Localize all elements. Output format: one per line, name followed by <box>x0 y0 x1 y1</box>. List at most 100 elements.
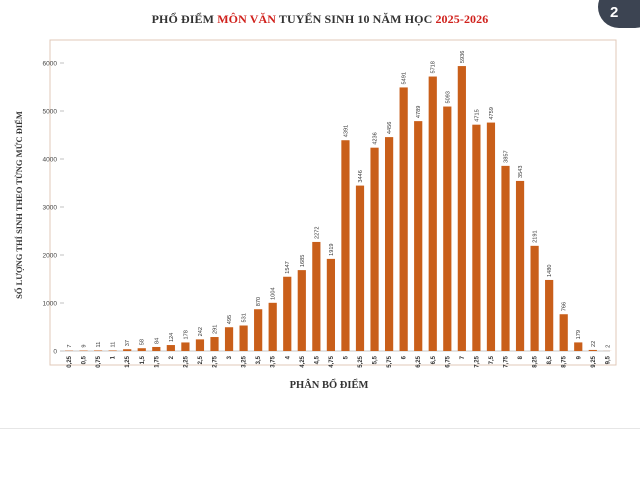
bar-9 <box>574 342 583 351</box>
bar-1,75 <box>152 346 161 351</box>
data-label: 7 <box>67 345 73 348</box>
bar-7,75 <box>501 165 510 351</box>
data-label: 1004 <box>271 287 277 299</box>
x-tick-label: 4,5 <box>314 355 320 364</box>
x-tick-label: 8 <box>518 355 524 359</box>
bar-5,5 <box>370 147 379 351</box>
bar-6,5 <box>428 76 437 351</box>
data-label: 2272 <box>314 226 320 238</box>
y-tick-label: 5000 <box>43 109 58 116</box>
bar-0,75 <box>94 350 103 351</box>
bar-6,75 <box>443 106 452 351</box>
chart-frame <box>0 428 640 429</box>
bar-7 <box>457 66 466 352</box>
bar-4,25 <box>297 270 306 351</box>
bar-3,25 <box>239 325 248 351</box>
x-tick-label: 6,75 <box>445 355 451 367</box>
bar-8,5 <box>545 279 554 351</box>
data-label: 531 <box>242 313 248 322</box>
data-label: 22 <box>591 341 597 347</box>
x-axis-label: PHÂN BỔ ĐIỂM <box>290 378 369 391</box>
x-tick-label: 2,25 <box>183 355 189 367</box>
data-label: 5093 <box>445 91 451 103</box>
data-label: 11 <box>111 342 117 348</box>
x-tick-label: 4 <box>285 355 291 359</box>
data-label: 124 <box>169 333 175 342</box>
data-label: 1547 <box>285 261 291 273</box>
title-part-subject: MÔN VĂN <box>217 12 277 26</box>
x-tick-label: 3,25 <box>242 355 248 367</box>
data-label: 5491 <box>402 72 408 84</box>
x-tick-label: 9,5 <box>605 355 611 364</box>
y-tick-label: 3000 <box>43 205 58 212</box>
data-label: 178 <box>183 330 189 339</box>
data-label: 5718 <box>431 61 437 73</box>
bar-1,5 <box>137 348 146 351</box>
data-label: 9 <box>82 344 88 347</box>
title-part-1: PHỔ ĐIỂM <box>151 12 218 26</box>
x-tick-label: 0,25 <box>67 355 73 367</box>
x-tick-label: 2 <box>169 355 175 359</box>
data-label: 1685 <box>300 255 306 267</box>
data-label: 495 <box>227 315 233 324</box>
bar-7,5 <box>486 122 496 352</box>
x-tick-label: 5,5 <box>373 355 379 364</box>
x-tick-label: 2,5 <box>198 355 204 364</box>
x-tick-label: 1,5 <box>140 355 146 364</box>
x-tick-label: 7,75 <box>504 355 510 367</box>
bar-2,75 <box>210 337 219 351</box>
bar-5,25 <box>355 185 365 351</box>
y-tick-label: 2000 <box>43 253 58 260</box>
x-tick-label: 1 <box>111 355 117 359</box>
data-label: 179 <box>576 330 582 339</box>
bar-4,5 <box>312 241 321 351</box>
bar-2,25 <box>181 342 190 351</box>
y-tick-label: 1000 <box>43 301 58 308</box>
bar-4 <box>283 276 292 351</box>
y-tick-label: 6000 <box>43 61 58 68</box>
data-label: 766 <box>562 302 568 311</box>
bar-1 <box>108 350 117 351</box>
data-label: 2 <box>605 345 611 348</box>
x-tick-label: 1,25 <box>125 355 131 367</box>
bar-2,5 <box>195 339 205 351</box>
corner-badge: 2 <box>598 0 640 28</box>
data-label: 4789 <box>416 106 422 118</box>
data-label: 11 <box>96 342 102 348</box>
x-tick-label: 5,75 <box>387 355 393 367</box>
x-tick-label: 9,25 <box>591 355 597 367</box>
data-label: 3857 <box>504 150 510 162</box>
data-label: 870 <box>256 297 262 306</box>
bar-6 <box>399 87 408 351</box>
x-tick-label: 4,75 <box>329 355 335 367</box>
bar-2 <box>166 345 175 351</box>
bar-5 <box>341 140 350 351</box>
bar-3 <box>224 327 234 351</box>
bar-8,75 <box>559 314 568 351</box>
bar-1,25 <box>123 349 132 351</box>
bar-3,75 <box>268 302 277 351</box>
title-part-3: TUYỂN SINH 10 NĂM HỌC <box>276 12 436 26</box>
data-label: 4715 <box>474 109 480 121</box>
data-label: 4391 <box>343 125 349 137</box>
data-label: 37 <box>125 340 131 346</box>
x-tick-label: 0,5 <box>82 355 88 364</box>
data-label: 3543 <box>518 165 524 177</box>
x-tick-label: 9 <box>576 355 582 359</box>
data-label: 58 <box>140 339 146 345</box>
x-tick-label: 5 <box>343 355 349 359</box>
x-tick-label: 7,5 <box>489 355 495 364</box>
data-label: 242 <box>198 327 204 336</box>
x-tick-label: 3,75 <box>271 355 277 367</box>
x-tick-label: 8,75 <box>562 355 568 367</box>
x-tick-label: 8,5 <box>547 355 553 364</box>
data-label: 3446 <box>358 170 364 182</box>
chart-title: PHỔ ĐIỂM MÔN VĂN TUYỂN SINH 10 NĂM HỌC 2… <box>0 12 640 27</box>
x-tick-label: 3,5 <box>256 355 262 364</box>
x-tick-label: 6,25 <box>416 355 422 367</box>
y-tick-label: 0 <box>53 349 57 356</box>
y-axis-label: SỐ LƯỢNG THÍ SINH THEO TỪNG MỨC ĐIỂM <box>14 111 24 299</box>
x-tick-label: 6,5 <box>431 355 437 364</box>
x-tick-label: 2,75 <box>213 355 219 367</box>
